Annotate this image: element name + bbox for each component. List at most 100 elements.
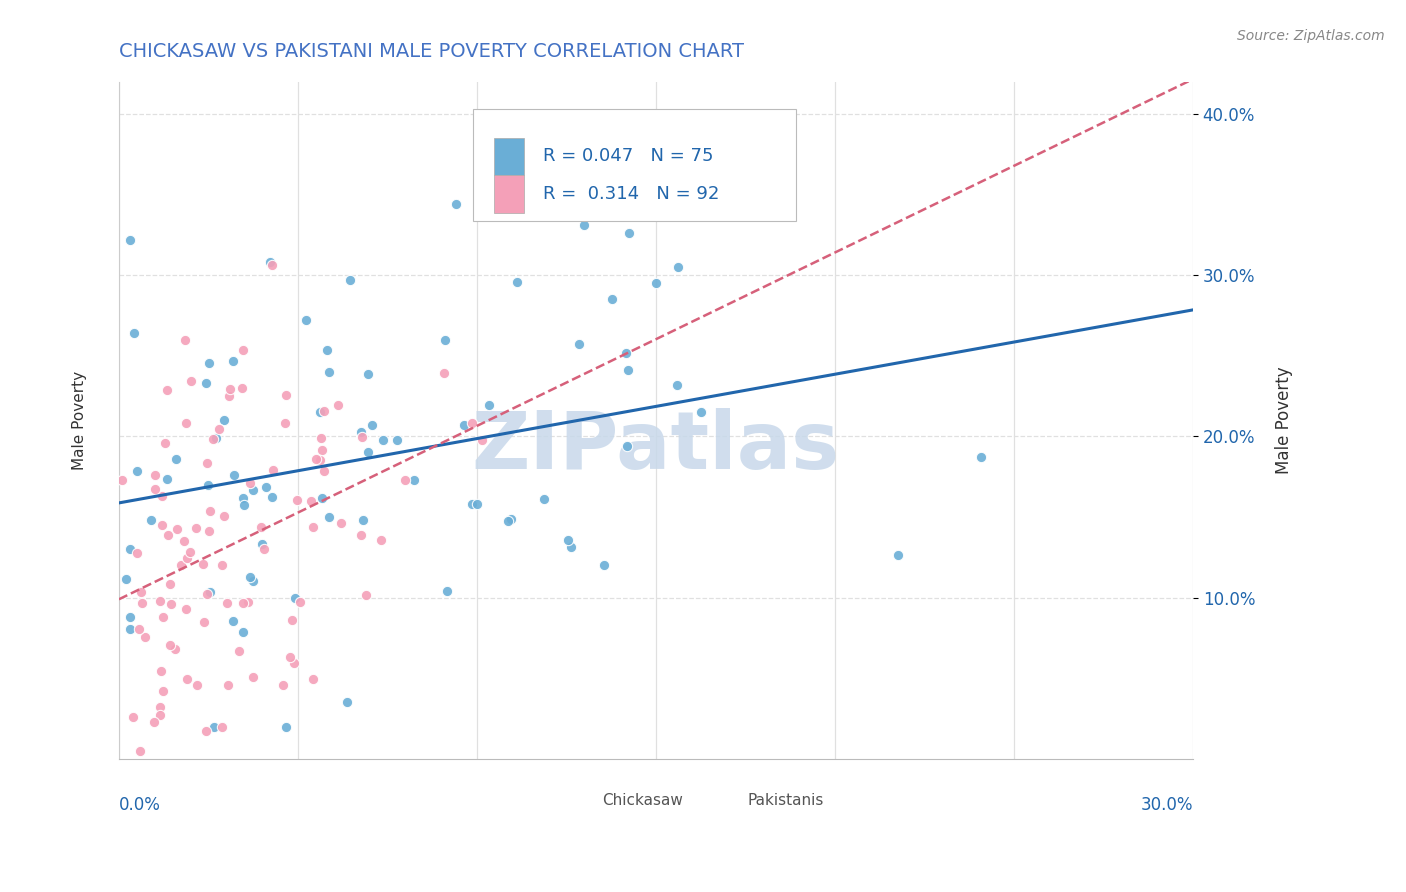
Point — [285, 493, 308, 508]
Point — [149, 708, 172, 723]
Point — [278, 650, 301, 665]
Point — [180, 374, 202, 388]
Point — [228, 644, 250, 658]
Point — [125, 464, 148, 478]
Point — [295, 313, 318, 327]
Point — [120, 542, 142, 557]
Point — [309, 452, 332, 467]
Point — [271, 678, 294, 692]
Point — [350, 425, 373, 439]
Point — [198, 356, 221, 370]
Point — [433, 367, 456, 381]
Point — [444, 197, 467, 211]
Point — [600, 292, 623, 306]
FancyBboxPatch shape — [569, 789, 593, 813]
Point — [249, 520, 271, 534]
Point — [231, 381, 253, 395]
Point — [232, 491, 254, 505]
FancyBboxPatch shape — [494, 176, 524, 212]
Point — [461, 416, 484, 430]
Point — [232, 625, 254, 640]
Point — [143, 715, 166, 730]
Point — [242, 483, 264, 498]
Point — [593, 558, 616, 572]
Point — [970, 450, 993, 464]
Point — [309, 431, 332, 445]
Point — [361, 417, 384, 432]
Point — [212, 413, 235, 427]
Point — [349, 528, 371, 542]
Point — [394, 474, 416, 488]
Point — [184, 521, 207, 535]
Point — [159, 597, 181, 611]
Point — [302, 520, 325, 534]
Point — [149, 700, 172, 714]
Point — [274, 720, 297, 734]
Point — [176, 551, 198, 566]
Point — [326, 398, 349, 412]
Point — [385, 433, 408, 447]
Point — [299, 494, 322, 508]
Point — [193, 615, 215, 630]
Point — [179, 544, 201, 558]
Point — [371, 433, 394, 447]
Point — [352, 514, 374, 528]
Point — [149, 594, 172, 608]
Y-axis label: Male Poverty: Male Poverty — [1275, 367, 1292, 474]
Point — [195, 456, 218, 470]
Point — [617, 226, 640, 240]
Point — [165, 452, 187, 467]
Point — [318, 509, 340, 524]
Point — [302, 672, 325, 686]
Point — [242, 574, 264, 589]
Text: 0.0%: 0.0% — [120, 796, 160, 814]
Point — [305, 452, 328, 467]
Point — [200, 504, 222, 518]
Point — [617, 362, 640, 376]
Text: Male Poverty: Male Poverty — [72, 371, 87, 470]
Point — [666, 260, 689, 275]
Point — [128, 623, 150, 637]
Point — [339, 273, 361, 287]
Point — [163, 641, 186, 656]
Point — [274, 416, 297, 430]
Point — [357, 445, 380, 459]
Point — [330, 516, 353, 530]
Point — [370, 533, 392, 547]
Text: ZIPatlas: ZIPatlas — [472, 409, 839, 486]
Point — [311, 491, 333, 506]
Point — [156, 472, 179, 486]
Text: Pakistanis: Pakistanis — [747, 793, 824, 808]
Point — [170, 558, 193, 572]
Point — [336, 694, 359, 708]
Point — [357, 368, 380, 382]
Text: R = 0.047   N = 75: R = 0.047 N = 75 — [543, 147, 714, 165]
Point — [111, 474, 134, 488]
Point — [186, 678, 208, 692]
Point — [222, 614, 245, 628]
FancyBboxPatch shape — [494, 137, 524, 175]
Point — [115, 572, 138, 586]
Point — [274, 387, 297, 401]
Point — [173, 333, 195, 347]
Point — [195, 723, 218, 738]
Point — [176, 672, 198, 686]
Point — [201, 432, 224, 446]
Point — [134, 630, 156, 644]
Text: R =  0.314   N = 92: R = 0.314 N = 92 — [543, 185, 720, 203]
Point — [560, 541, 582, 555]
FancyBboxPatch shape — [716, 789, 738, 813]
Point — [465, 497, 488, 511]
Point — [118, 623, 141, 637]
Point — [211, 558, 233, 572]
Point — [461, 496, 484, 510]
Point — [311, 442, 333, 457]
Point — [173, 534, 195, 549]
Point — [218, 389, 240, 403]
Point — [150, 518, 173, 533]
Point — [315, 343, 337, 358]
Point — [156, 527, 179, 541]
Point — [260, 259, 283, 273]
Point — [350, 430, 373, 444]
Point — [499, 511, 522, 525]
